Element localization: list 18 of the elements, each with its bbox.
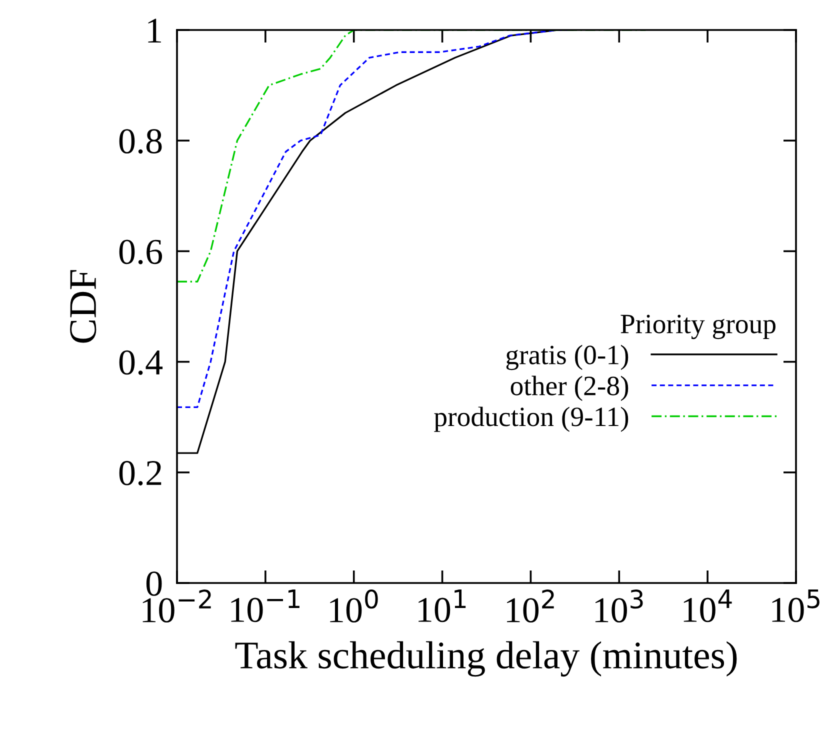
legend-label: production (9-11) (434, 406, 628, 432)
y-tick-label: 0.4 (119, 350, 163, 375)
x-tick-label: 10$^{2}$ (506, 590, 554, 622)
x-axis-title: Task scheduling delay (minutes) (235, 641, 737, 677)
x-tick-label: 10$^{4}$ (684, 590, 732, 622)
y-tick-label: 0.8 (119, 129, 162, 154)
x-tick-label: 10$^{3}$ (595, 590, 643, 622)
x-tick-label: 10$^{5}$ (772, 590, 820, 622)
x-tick-label: 10$^{1}$ (418, 590, 466, 622)
x-tick-label: 10$^{0}$ (330, 590, 378, 622)
y-tick-label: 0.2 (119, 460, 162, 486)
x-tick-label: 10$^{−1}$ (231, 590, 300, 622)
y-tick-label: 0.6 (119, 240, 162, 264)
y-axis-title: CDF (70, 270, 96, 343)
legend-label: gratis (0-1) (506, 344, 628, 370)
legend-title: Priority group (620, 314, 776, 340)
y-tick-label: 1 (148, 18, 161, 43)
legend-label: other (2-8) (510, 376, 628, 401)
